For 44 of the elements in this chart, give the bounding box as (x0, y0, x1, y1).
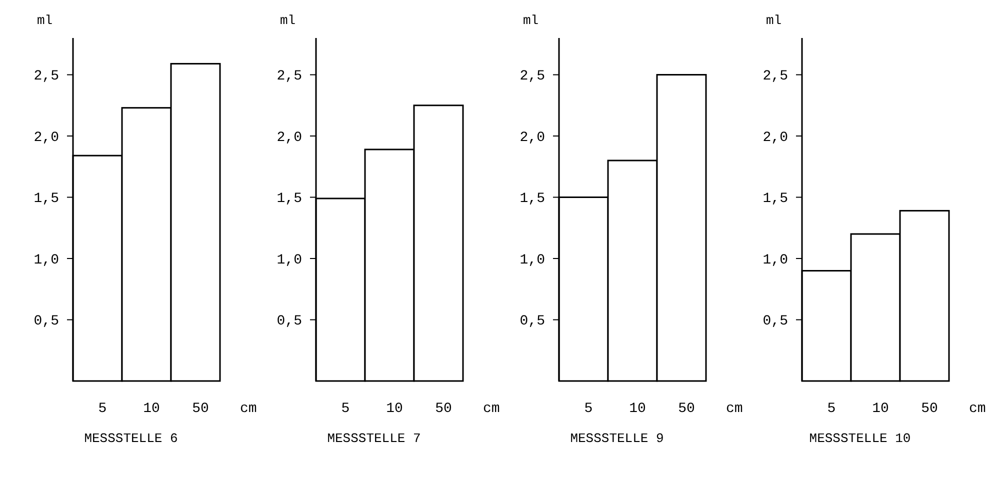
x-axis-title: cm (483, 401, 500, 417)
text: MESSSTELLE 6 (84, 431, 178, 446)
x-tick-label: 10 (872, 401, 889, 417)
y-tick-label: 0,5 (276, 314, 302, 330)
x-tick-label: 10 (143, 401, 160, 417)
y-axis-title: ml (280, 13, 296, 28)
y-tick-label: 1,5 (520, 191, 545, 208)
y-axis-title: ml (766, 13, 782, 28)
text: MESSSTELLE 9 (570, 431, 664, 446)
y-tick-label: 0,5 (520, 314, 545, 330)
x-tick-label: 50 (192, 401, 209, 417)
y-tick-label: 2,5 (34, 68, 59, 85)
y-tick-label: 1,0 (520, 252, 545, 268)
x-axis-title: cm (240, 401, 257, 417)
y-tick-label: 2,5 (520, 68, 545, 85)
y-tick-label: 2,0 (520, 130, 545, 146)
y-tick-label: 2,0 (762, 130, 788, 146)
y-tick-label: 2,0 (34, 130, 59, 146)
x-tick-label: 50 (435, 401, 452, 417)
x-tick-label: 50 (921, 401, 938, 417)
x-axis-title: cm (726, 401, 743, 417)
y-axis-title: ml (523, 13, 539, 28)
text: MESSSTELLE 7 (327, 431, 421, 446)
y-tick-label: 1,0 (34, 252, 59, 268)
x-tick-label: 50 (678, 401, 695, 417)
x-tick-label: 10 (386, 401, 403, 417)
y-tick-label: 1,5 (762, 191, 788, 208)
x-tick-label: 5 (341, 401, 350, 417)
y-tick-label: 0,5 (34, 314, 59, 330)
y-tick-label: 0,5 (762, 314, 788, 330)
x-tick-label: 5 (584, 401, 593, 417)
y-tick-label: 1,5 (34, 191, 59, 208)
y-tick-label: 2,0 (276, 130, 302, 146)
y-tick-label: 1,0 (276, 252, 302, 268)
x-tick-label: 10 (629, 401, 646, 417)
y-tick-label: 1,5 (276, 191, 302, 208)
x-tick-label: 5 (827, 401, 836, 417)
y-axis-title: ml (37, 13, 53, 28)
y-tick-label: 2,5 (276, 68, 302, 85)
y-tick-label: 1,0 (762, 252, 788, 268)
text: MESSSTELLE 10 (809, 431, 911, 446)
x-tick-label: 5 (98, 401, 107, 417)
y-tick-label: 2,5 (762, 68, 788, 85)
x-axis-title: cm (969, 401, 986, 417)
